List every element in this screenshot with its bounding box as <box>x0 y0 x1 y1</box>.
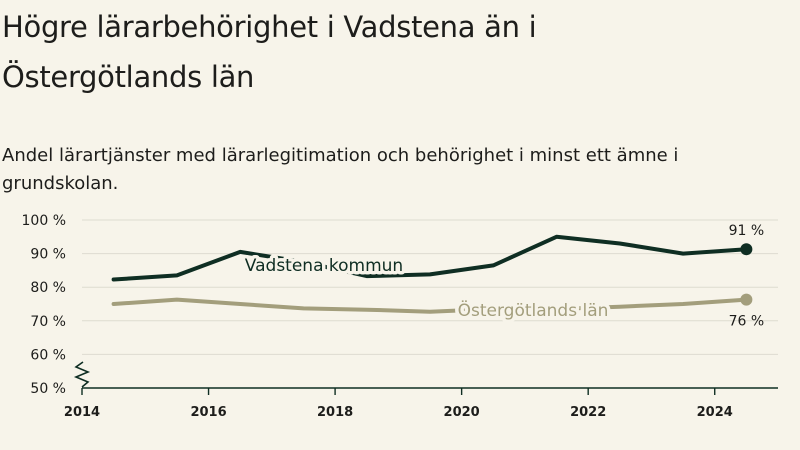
series-lines <box>111 234 753 314</box>
x-tick-label: 2016 <box>190 405 226 420</box>
series-name-label: Vadstena kommun <box>245 256 403 276</box>
y-tick-label: 90 % <box>30 247 66 263</box>
gridlines <box>82 219 778 355</box>
y-tick-label: 100 % <box>22 213 66 229</box>
x-tick-label: 2018 <box>317 405 353 420</box>
x-tick-label: 2024 <box>697 405 733 420</box>
chart-subtitle: Andel lärartjänster med lärarlegitimatio… <box>2 145 679 194</box>
x-axis: 2014 2016 2018 2020 2022 2024 <box>64 387 778 420</box>
y-tick-label: 70 % <box>30 314 66 330</box>
x-tick-label: 2022 <box>570 405 606 420</box>
y-tick-label: 60 % <box>30 347 66 363</box>
series-line-0 <box>111 234 749 282</box>
x-tick-label: 2020 <box>444 405 480 420</box>
series-labels: 91 % 76 % Vadstena kommun Östergötlands län <box>241 223 765 330</box>
chart-title: Högre lärarbehörighet i Vadstena än i Ös… <box>2 10 537 94</box>
y-axis-ticks: 50 % 60 % 70 % 80 % 90 % 100 % <box>22 213 91 397</box>
series-end-point <box>740 243 753 256</box>
series-name-label: Östergötlands län <box>458 299 609 321</box>
series-line-1 <box>111 297 749 314</box>
data-label: 91 % <box>729 223 765 239</box>
axis-break-icon <box>73 361 91 388</box>
series-end-point <box>740 293 753 306</box>
y-tick-label: 50 % <box>30 381 66 397</box>
data-label: 76 % <box>729 314 765 330</box>
y-tick-label: 80 % <box>30 280 66 296</box>
x-tick-label: 2014 <box>64 405 100 420</box>
